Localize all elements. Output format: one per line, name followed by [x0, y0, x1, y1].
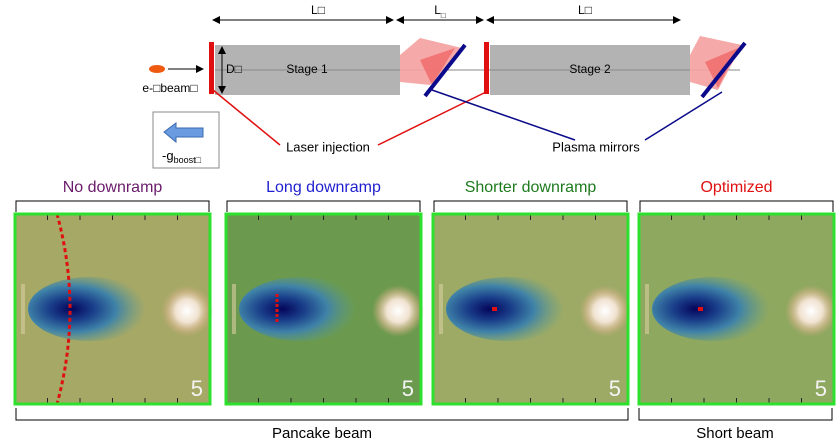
panel-number: 5 — [191, 376, 203, 401]
length-label: L□ — [434, 3, 446, 20]
wake-spot — [161, 285, 213, 337]
injection-mirror — [484, 42, 489, 94]
length-label: L□ — [578, 3, 592, 17]
panel-title: Optimized — [700, 179, 772, 196]
injection-mirror — [209, 42, 214, 94]
wake-blob — [652, 277, 776, 341]
wake-blob — [239, 277, 363, 341]
panel-bracket — [227, 201, 420, 212]
panel-title: Long downramp — [266, 179, 381, 196]
panel-number: 5 — [815, 376, 827, 401]
callout-label: Plasma mirrors — [552, 139, 640, 154]
wake-spot — [579, 285, 631, 337]
panel-number: 5 — [402, 376, 414, 401]
edge-stripe — [21, 284, 25, 334]
panel-bracket — [640, 201, 833, 212]
group-label: Short beam — [696, 425, 774, 442]
callout-line — [432, 90, 575, 140]
length-sub: □ — [441, 11, 446, 20]
group-bracket — [639, 408, 832, 420]
panel-title: No downramp — [63, 179, 163, 196]
callout-label: Laser injection — [286, 139, 370, 154]
figure: L□ L□ L□ Stage 1 Stage 2 D□ e-□beam□ -gb… — [0, 0, 836, 442]
stage-label: Stage 1 — [286, 62, 328, 76]
beam-particles — [698, 307, 703, 311]
edge-stripe — [645, 284, 649, 334]
width-label: D□ — [226, 62, 242, 76]
group-label: Pancake beam — [272, 425, 372, 442]
panel-bracket — [16, 201, 209, 212]
panels: No downramp 5 Long downramp 5 Shorter downra… — [15, 179, 836, 404]
panel-number: 5 — [609, 376, 621, 401]
edge-stripe — [439, 284, 443, 334]
stage-label: Stage 2 — [569, 62, 611, 76]
electron-beam — [149, 65, 165, 73]
wake-spot — [785, 285, 836, 337]
callout-line — [378, 92, 486, 145]
boost-sub: boost□ — [174, 155, 202, 165]
wake-blob — [446, 277, 570, 341]
boost-main: -g — [162, 148, 174, 163]
beam-particles — [492, 307, 497, 311]
panel-title: Shorter downramp — [465, 179, 597, 196]
length-label: L□ — [311, 3, 325, 17]
group-bracket — [16, 408, 628, 420]
beam-label: e-□beam□ — [142, 81, 197, 95]
wake-spot — [372, 285, 424, 337]
panel-bracket — [434, 201, 627, 212]
callout-line — [213, 90, 280, 145]
callout-line — [645, 92, 722, 140]
edge-stripe — [232, 284, 236, 334]
wake-blob — [28, 277, 152, 341]
